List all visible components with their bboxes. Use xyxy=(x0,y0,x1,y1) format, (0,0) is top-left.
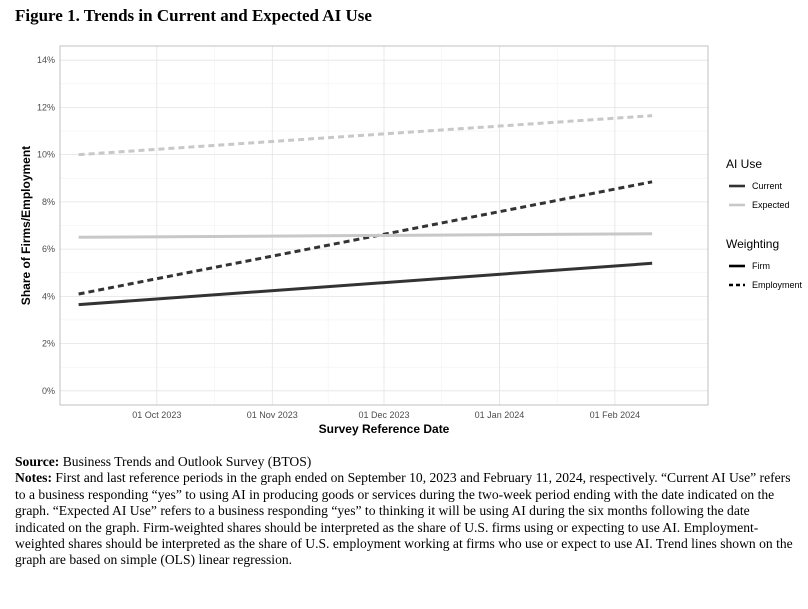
legend-label-firm: Firm xyxy=(752,261,770,271)
y-tick-label: 6% xyxy=(42,244,55,254)
x-tick-label: 01 Dec 2023 xyxy=(358,410,409,420)
y-tick-label: 4% xyxy=(42,291,55,301)
figure-notes: Source: Business Trends and Outlook Surv… xyxy=(15,454,800,569)
series-line-expected-firm xyxy=(78,232,653,239)
legend: AI Use Current Expected Weighting Firm E… xyxy=(726,157,803,290)
plot-panel-border xyxy=(59,45,709,406)
legend-label-expected: Expected xyxy=(752,200,790,210)
figure-title: Figure 1. Trends in Current and Expected… xyxy=(15,6,372,25)
notes-label: Notes: xyxy=(15,470,52,486)
x-tick-label: 01 Nov 2023 xyxy=(247,410,298,420)
legend-title-weighting: Weighting xyxy=(726,237,779,251)
x-tick-label: 01 Jan 2024 xyxy=(475,410,525,420)
source-line: Source: Business Trends and Outlook Surv… xyxy=(15,454,800,470)
series-lines xyxy=(78,114,653,307)
x-axis-title: Survey Reference Date xyxy=(319,422,450,436)
y-tick-label: 8% xyxy=(42,197,55,207)
series-line-current-employment xyxy=(78,180,653,296)
x-tick-label: 01 Feb 2024 xyxy=(590,410,641,420)
y-tick-label: 2% xyxy=(42,339,55,349)
y-tick-label: 14% xyxy=(37,55,55,65)
y-axis-title: Share of Firms/Employment xyxy=(19,146,33,305)
tick-labels: 0% 2% 4% 6% 8% 10% 12% 14% 01 Oct 2023 01 Nov 202… xyxy=(37,55,640,420)
y-tick-label: 0% xyxy=(42,386,55,396)
grid-lines xyxy=(60,46,708,405)
legend-title-ai-use: AI Use xyxy=(726,157,762,171)
notes-paragraph: Notes: First and last reference periods … xyxy=(15,470,800,568)
trend-chart: 0% 2% 4% 6% 8% 10% 12% 14% 01 Oct 2023 01 Nov 202… xyxy=(19,45,803,436)
notes-text: First and last reference periods in the … xyxy=(15,470,793,568)
series-line-current-firm xyxy=(78,261,653,307)
x-tick-label: 01 Oct 2023 xyxy=(132,410,181,420)
source-label: Source: xyxy=(15,454,60,469)
legend-label-employment: Employment xyxy=(752,280,803,290)
series-line-expected-employment xyxy=(78,114,653,157)
y-tick-label: 12% xyxy=(37,102,55,112)
source-text: Business Trends and Outlook Survey (BTOS… xyxy=(59,454,312,469)
y-tick-label: 10% xyxy=(37,150,55,160)
legend-label-current: Current xyxy=(752,181,783,191)
